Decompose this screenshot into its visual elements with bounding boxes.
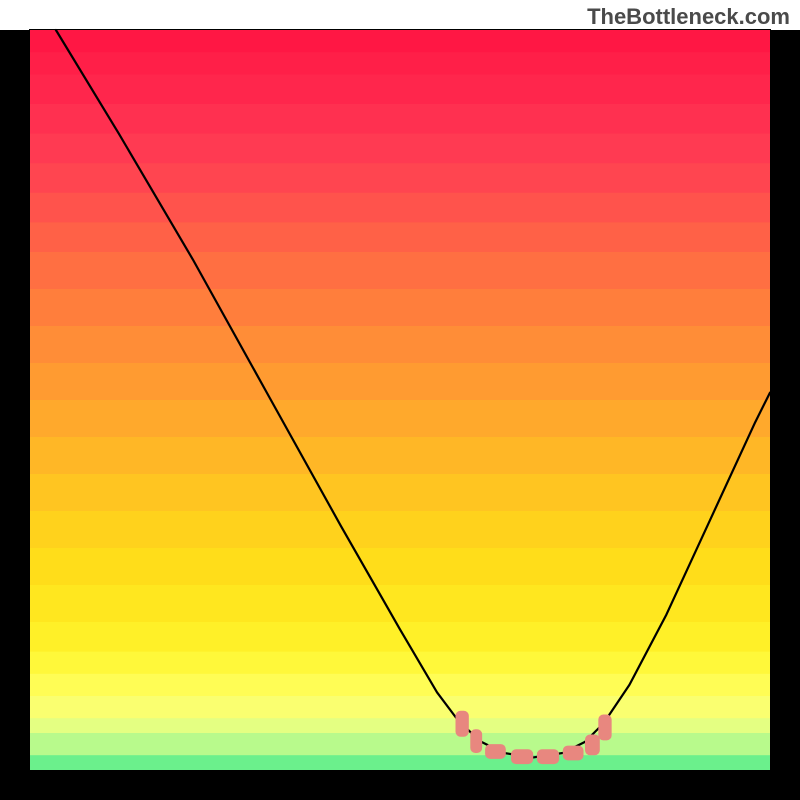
watermark-text: TheBottleneck.com xyxy=(587,4,790,30)
curve-highlight-dash xyxy=(537,749,559,764)
bottleneck-chart xyxy=(0,0,800,800)
curve-highlight-dash xyxy=(456,711,469,737)
curve-highlight-dash xyxy=(598,715,611,741)
curve-highlight-dash xyxy=(585,734,600,755)
curve-highlight-dash xyxy=(511,749,533,764)
curve-highlight-dash xyxy=(563,746,584,761)
curve-highlight-dash xyxy=(485,744,506,759)
curve-highlight-dash xyxy=(470,729,482,753)
